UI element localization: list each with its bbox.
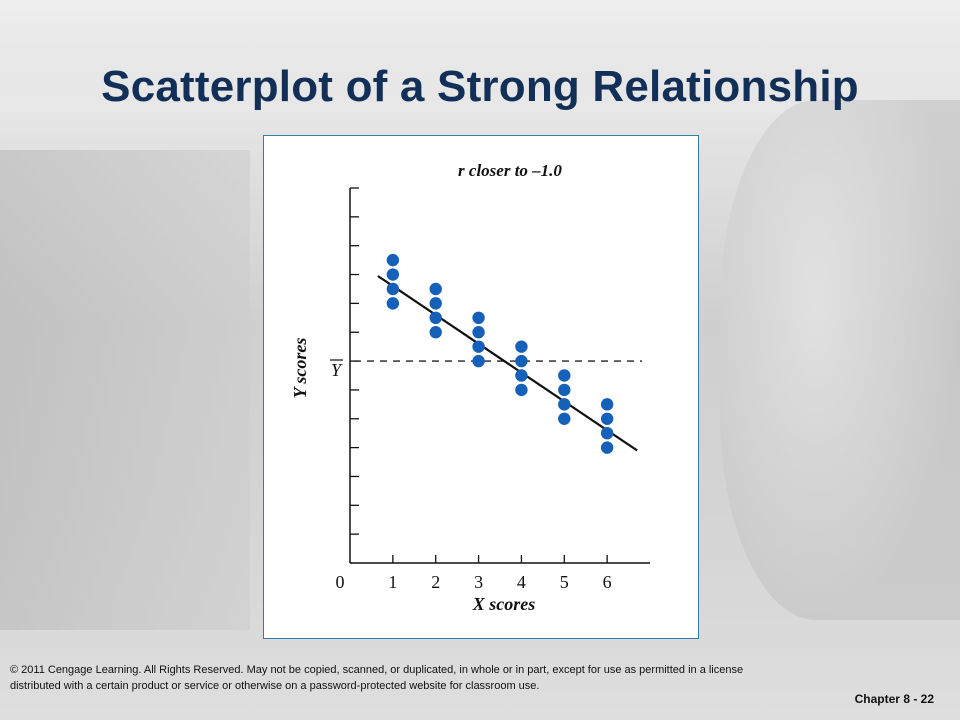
data-point: [515, 340, 528, 353]
x-tick-label: 4: [517, 572, 526, 592]
data-point: [558, 412, 571, 425]
data-point: [386, 297, 400, 310]
data-point: [472, 340, 485, 353]
chapter-page-label: Chapter 8 - 22: [854, 692, 934, 706]
data-point: [515, 383, 528, 397]
data-point: [429, 282, 442, 296]
data-point: [558, 383, 571, 397]
x-tick-label: 2: [431, 572, 440, 592]
x-tick-label: 1: [388, 572, 397, 592]
data-point: [558, 369, 571, 382]
regression-line-group: [377, 275, 638, 452]
data-point: [558, 398, 571, 411]
data-point: [386, 282, 400, 296]
data-point: [386, 253, 400, 267]
x-tick-label: 6: [603, 572, 612, 592]
data-point: [600, 441, 614, 454]
y-axis-label: Y scores: [290, 338, 310, 399]
background-shape-right: [720, 100, 960, 620]
data-point: [600, 412, 614, 425]
background-shape-left: [0, 150, 250, 630]
data-point: [600, 426, 614, 440]
chart-title: r closer to –1.0: [458, 161, 562, 180]
data-point: [472, 354, 485, 368]
data-points-group: [386, 253, 614, 454]
data-point: [472, 311, 485, 325]
origin-label: 0: [336, 572, 345, 592]
data-point: [472, 326, 485, 339]
data-point: [386, 268, 400, 281]
regression-line: [377, 275, 638, 452]
data-point: [429, 326, 442, 339]
copyright-line-1: © 2011 Cengage Learning. All Rights Rese…: [10, 664, 744, 676]
copyright-notice: © 2011 Cengage Learning. All Rights Rese…: [10, 662, 910, 694]
scatterplot-chart: 1 2 3 4 5 6 r closer to –1.0 X scores Y score…: [290, 161, 650, 614]
axes-group: 1 2 3 4 5 6: [349, 187, 650, 592]
data-point: [600, 398, 614, 411]
data-point: [515, 369, 528, 382]
slide-title: Scatterplot of a Strong Relationship: [101, 62, 859, 111]
copyright-line-2: distributed with a certain product or se…: [10, 680, 540, 692]
data-point: [429, 311, 442, 325]
data-point: [515, 354, 528, 368]
x-axis-label: X scores: [472, 594, 536, 614]
y-mean-label: Y: [331, 360, 343, 380]
data-point: [429, 297, 442, 310]
x-tick-label: 5: [560, 572, 569, 592]
x-tick-label: 3: [474, 572, 483, 592]
scatterplot-figure: 1 2 3 4 5 6 r closer to –1.0 X scores Y score…: [263, 135, 699, 639]
